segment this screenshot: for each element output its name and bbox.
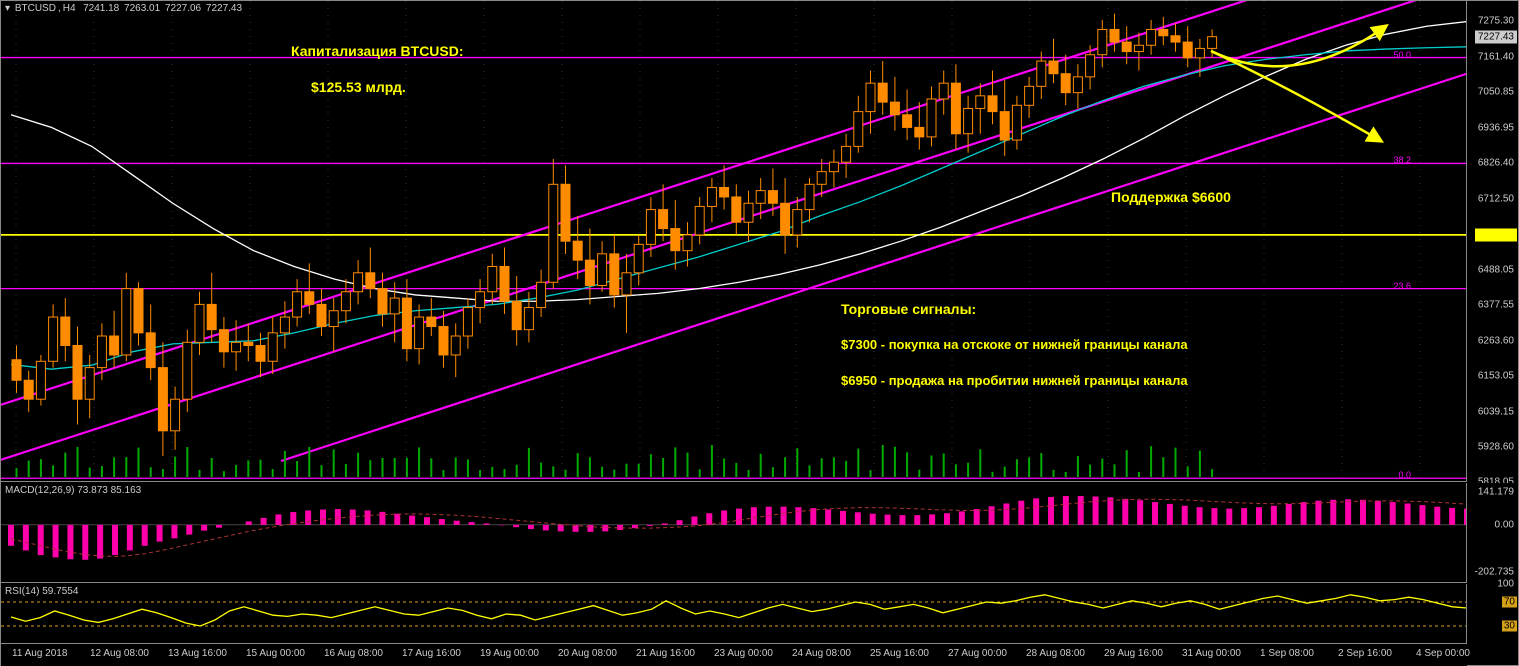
signals-title: Торговые сигналы: [841, 301, 976, 317]
rsi-panel[interactable]: RSI(14) 59.7554 [1, 584, 1467, 644]
macd-label: MACD(12,26,9) 73.873 85.163 [5, 485, 141, 496]
price-panel[interactable]: ▾ BTCUSD,H4 7241.18 7263.01 7227.06 7227… [1, 1, 1467, 482]
rsi-y-axis: 3070100 [1466, 584, 1518, 644]
rsi-label: RSI(14) 59.7554 [5, 586, 78, 597]
time-axis: 11 Aug 201812 Aug 08:0013 Aug 16:0015 Au… [1, 645, 1467, 666]
cap-title: Капитализация BTCUSD: [291, 43, 464, 59]
cap-value: $125.53 млрд. [311, 79, 406, 95]
symbol-title: ▾ BTCUSD,H4 7241.18 7263.01 7227.06 7227… [5, 3, 244, 14]
support-label: Поддержка $6600 [1111, 189, 1231, 205]
signal-1: $7300 - покупка на отскоке от нижней гра… [841, 337, 1188, 352]
price-y-axis: 5818.055928.606039.156153.056263.606377.… [1466, 1, 1518, 482]
rsi-svg [1, 584, 1467, 644]
macd-y-axis: -202.7350.00141.179 [1466, 483, 1518, 583]
macd-panel[interactable]: MACD(12,26,9) 73.873 85.163 [1, 483, 1467, 583]
macd-svg [1, 483, 1467, 583]
signal-2: $6950 - продажа на пробитии нижней грани… [841, 373, 1188, 388]
price-chart-svg [1, 1, 1467, 482]
trading-chart-container: ▾ BTCUSD,H4 7241.18 7263.01 7227.06 7227… [0, 0, 1519, 666]
